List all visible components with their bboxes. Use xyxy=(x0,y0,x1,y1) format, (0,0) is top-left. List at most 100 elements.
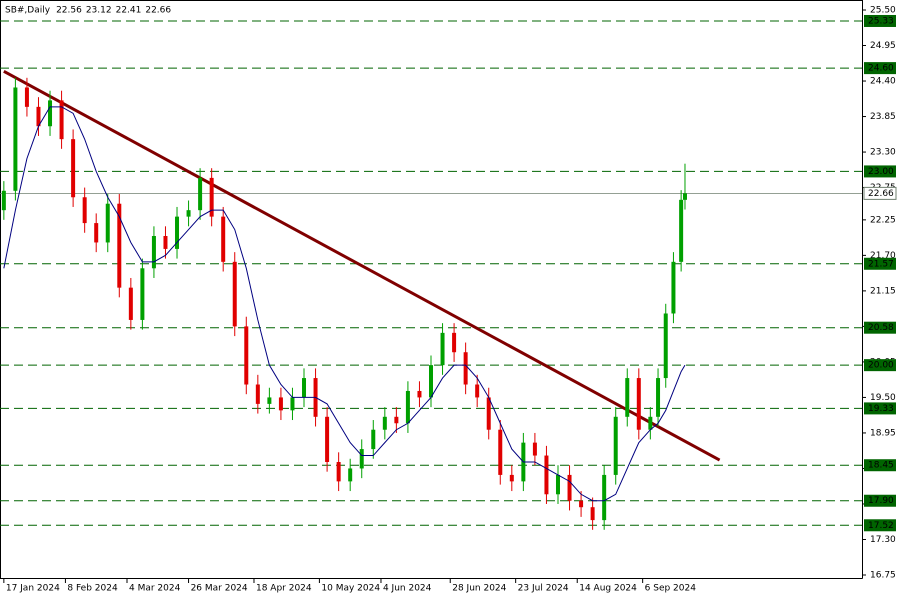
x-tick-label: 14 Aug 2024 xyxy=(579,584,637,594)
candle-body xyxy=(486,397,491,430)
candle-body xyxy=(140,268,145,320)
candle-body xyxy=(209,177,214,217)
candle-body xyxy=(648,416,653,430)
level-tag xyxy=(864,257,896,270)
candle-body xyxy=(198,177,203,211)
y-tick-label: 21.15 xyxy=(870,286,896,296)
candle-body xyxy=(567,474,572,501)
candle-body xyxy=(671,261,676,314)
level-tag xyxy=(864,14,896,27)
candle-body xyxy=(267,397,272,404)
level-tag xyxy=(864,519,896,532)
header-value: 22.66 xyxy=(145,6,171,16)
candle-body xyxy=(175,216,180,249)
candle-body xyxy=(24,87,29,107)
x-tick-label: 23 Jul 2024 xyxy=(518,584,569,594)
candle-body xyxy=(82,197,87,224)
level-label: 19.33 xyxy=(868,404,894,414)
candle-body xyxy=(186,210,191,217)
y-tick-label: 16.75 xyxy=(870,571,896,581)
y-tick-label: 22.25 xyxy=(870,215,896,225)
level-label: 17.90 xyxy=(868,496,894,506)
candle-body xyxy=(325,416,330,462)
level-label: 25.33 xyxy=(868,16,894,26)
candle-body xyxy=(336,462,341,482)
level-tag xyxy=(864,494,896,507)
level-label: 20.58 xyxy=(868,323,894,333)
candle-body xyxy=(555,474,560,495)
y-tick-label: 24.95 xyxy=(870,41,896,51)
level-label: 20.00 xyxy=(868,361,894,371)
candle-body xyxy=(278,397,283,411)
candle-body xyxy=(463,352,468,385)
header: SB#,Daily 22.56 23.12 22.41 22.66 xyxy=(5,6,171,16)
level-label: 21.57 xyxy=(868,259,894,269)
x-tick-label: 4 Jun 2024 xyxy=(383,584,432,594)
level-label: 17.52 xyxy=(868,521,894,531)
candle-body xyxy=(682,193,687,200)
candle-body xyxy=(429,365,433,398)
candle-body xyxy=(625,378,630,417)
candle-body xyxy=(244,326,249,385)
header-value: 22.56 xyxy=(56,6,82,16)
level-tag xyxy=(864,459,896,472)
candle-body xyxy=(13,87,18,191)
candle-body xyxy=(498,429,503,475)
candle-body xyxy=(221,216,226,262)
candle-body xyxy=(163,236,168,249)
x-tick-label: 28 Jun 2024 xyxy=(452,584,506,594)
candle-body xyxy=(59,100,64,140)
trendline xyxy=(3,70,721,462)
y-tick-label: 21.70 xyxy=(870,251,896,261)
candle-body xyxy=(48,100,53,127)
last-price-tag xyxy=(863,186,897,200)
candle-body xyxy=(544,455,549,495)
candle-body xyxy=(382,416,387,430)
candle-body xyxy=(613,416,618,475)
level-tag xyxy=(864,402,896,415)
y-tick-label: 23.85 xyxy=(870,112,896,122)
candle-body xyxy=(579,500,584,508)
candle-body xyxy=(71,139,76,198)
level-label: 23.00 xyxy=(868,167,894,177)
candle-body xyxy=(348,468,353,482)
x-tick-label: 4 Mar 2024 xyxy=(129,584,181,594)
candle-body xyxy=(128,287,133,320)
candle-body xyxy=(105,203,110,243)
candle-body xyxy=(417,390,422,398)
level-label: 24.60 xyxy=(868,64,894,74)
y-tick-label: 24.40 xyxy=(870,77,896,87)
candle-body xyxy=(1,190,6,211)
candle-body xyxy=(371,429,376,450)
x-tick-label: 18 Apr 2024 xyxy=(256,584,312,594)
y-tick-label: 18.95 xyxy=(870,428,896,438)
candle-body xyxy=(117,203,122,288)
header-value: 22.41 xyxy=(116,6,142,16)
candle-body xyxy=(663,313,668,379)
candle-body xyxy=(359,449,364,469)
candle-body xyxy=(394,416,399,424)
candle-body xyxy=(232,261,237,327)
y-tick-label: 23.30 xyxy=(870,148,896,158)
level-tag xyxy=(864,62,896,75)
candle-body xyxy=(509,474,514,482)
level-label: 18.45 xyxy=(868,461,894,471)
candle-body xyxy=(602,474,607,521)
candle-body xyxy=(151,236,156,269)
candle-body xyxy=(94,223,99,243)
candle-body xyxy=(255,384,260,404)
candle-body xyxy=(405,390,410,424)
candle-body xyxy=(36,106,41,127)
x-tick-label: 6 Sep 2024 xyxy=(645,584,697,594)
x-tick-label: 17 Jan 2024 xyxy=(6,584,60,594)
x-tick-label: 8 Feb 2024 xyxy=(67,584,118,594)
level-tag xyxy=(864,321,896,334)
x-tick-label: 10 May 2024 xyxy=(321,584,380,594)
level-tag xyxy=(864,165,896,178)
x-tick-label: 26 Mar 2024 xyxy=(191,584,248,594)
candle-body xyxy=(636,378,641,430)
level-tag xyxy=(864,359,896,372)
y-tick-label: 25.50 xyxy=(870,6,896,16)
